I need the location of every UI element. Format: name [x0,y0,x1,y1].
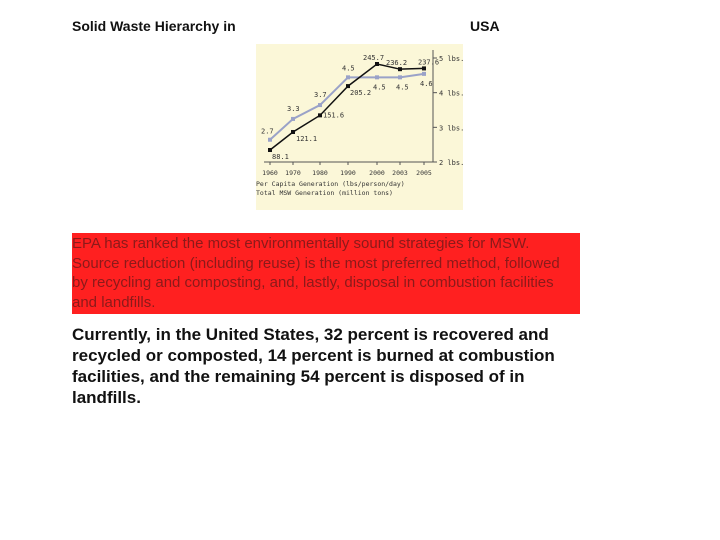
per-capita-point [398,75,402,80]
total-msw-data-label: 121.1 [296,135,317,143]
epa-ranking-paragraph: EPA has ranked the most environmentally … [72,233,580,314]
total-msw-point [268,148,272,152]
per-capita-point [318,103,322,108]
total-msw-point [398,67,402,72]
slide-title: Solid Waste Hierarchy in [72,18,236,34]
x-axis-label: 2000 [369,169,385,177]
legend-entry: Per Capita Generation (lbs/person/day) [256,180,405,188]
us-disposal-statistics-paragraph: Currently, in the United States, 32 perc… [72,325,555,407]
per-capita-point [268,137,272,142]
right-axis-label: 3 lbs. [439,124,463,132]
total-msw-data-label: 88.1 [272,153,289,161]
total-msw-point [291,129,295,134]
total-msw-data-label: 205.2 [350,89,371,97]
per-capita-point [375,75,379,80]
right-axis-label: 4 lbs. [439,90,463,98]
total-msw-point [318,113,322,118]
per-capita-data-label: 4.5 [342,64,355,72]
x-axis-label: 1970 [285,169,301,177]
x-axis-label: 2005 [416,169,432,177]
total-msw-data-label: 245.7 [363,54,384,62]
total-msw-data-label: 237.6 [418,58,439,66]
total-msw-point [346,84,350,89]
slide-title-country: USA [470,18,500,34]
per-capita-point [346,75,350,80]
right-axis-label: 2 lbs. [439,159,463,167]
total-msw-point [422,66,426,71]
per-capita-point [291,116,295,121]
x-axis-label: 2003 [392,169,408,177]
x-axis-label: 1980 [312,169,328,177]
per-capita-data-label: 3.7 [314,91,327,99]
per-capita-data-label: 4.5 [373,83,386,91]
per-capita-data-label: 4.5 [396,83,409,91]
per-capita-data-label: 2.7 [261,128,274,136]
total-msw-point [375,62,379,66]
per-capita-data-label: 3.3 [287,105,300,113]
x-axis-label: 1960 [262,169,278,177]
msw-generation-chart: 5 lbs. 4 lbs. 3 lbs. 2 lbs. 1960 1970 1980 1990… [256,44,463,210]
total-msw-data-label: 236.2 [386,59,407,67]
legend-entry: Total MSW Generation (million tons) [256,189,393,197]
x-axis-label: 1990 [340,169,356,177]
chart-svg: 5 lbs. 4 lbs. 3 lbs. 2 lbs. 1960 1970 1980 1990… [256,50,463,197]
per-capita-point [422,71,426,76]
total-msw-data-label: 151.6 [323,111,344,119]
right-axis-label: 5 lbs. [439,55,463,63]
per-capita-data-label: 4.6 [420,80,433,88]
